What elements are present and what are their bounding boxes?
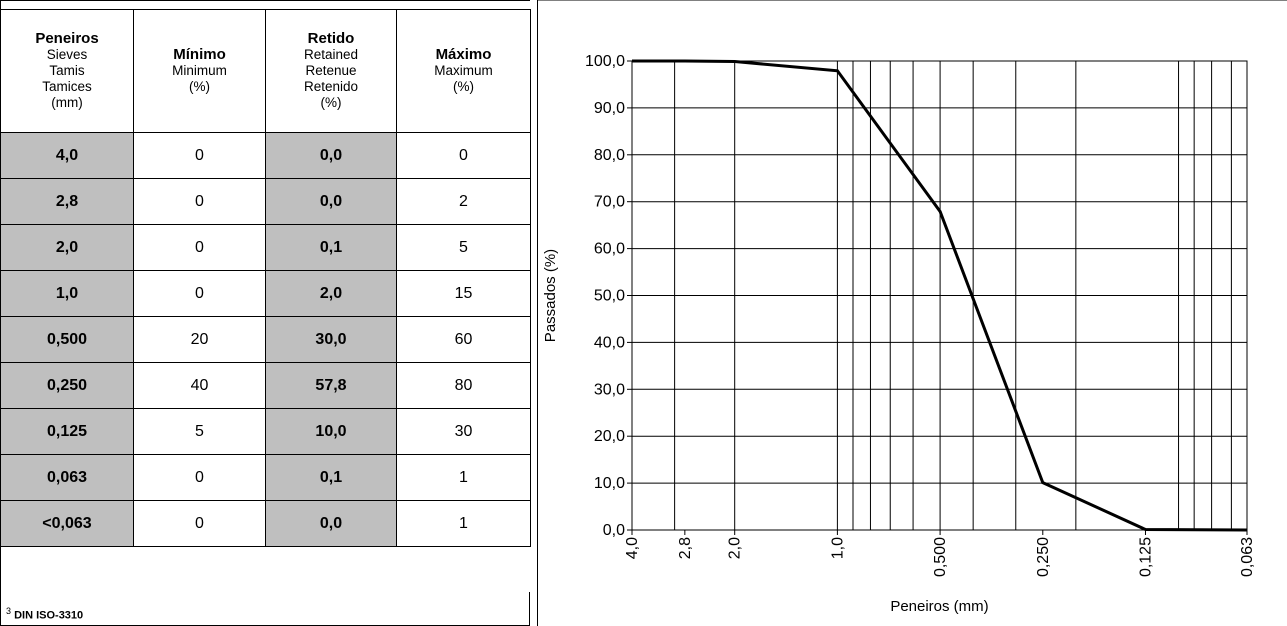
cell-sieve: 1,0 (0, 270, 134, 317)
cell-min: 20 (133, 316, 266, 363)
table-row: 0,250 40 57,8 80 (0, 362, 531, 409)
y-tick-label: 70,0 (594, 194, 625, 211)
cell-sieve: 0,125 (0, 408, 134, 455)
plot-area (631, 60, 1248, 531)
cell-retained: 0,0 (265, 132, 397, 179)
header-sieves: Peneiros Sieves Tamis Tamices (mm) (0, 9, 134, 133)
table-header-row: Peneiros Sieves Tamis Tamices (mm) Mínim… (0, 9, 531, 133)
cell-min: 0 (133, 454, 266, 501)
table-row: 1,0 0 2,0 15 (0, 270, 531, 317)
cell-retained: 0,1 (265, 224, 397, 271)
x-tick-label: 2,8 (677, 537, 694, 559)
grading-chart: 0,0 10,0 20,0 30,0 40,0 50,0 60,0 70,0 80,0 90,0 1… (537, 0, 1287, 626)
cell-max: 1 (396, 454, 531, 501)
y-tick-label: 80,0 (594, 147, 625, 164)
y-tick-label: 100,0 (585, 53, 625, 70)
series-line (632, 59, 1248, 532)
cell-sieve: 4,0 (0, 132, 134, 179)
table-row: 0,125 5 10,0 30 (0, 408, 531, 455)
cell-retained: 30,0 (265, 316, 397, 363)
cell-min: 40 (133, 362, 266, 409)
y-axis-title: Passados (%) (542, 249, 559, 342)
top-border (0, 0, 530, 1)
header-retained: Retido Retained Retenue Retenido (%) (265, 9, 397, 133)
cell-retained: 0,0 (265, 178, 397, 225)
table-row: 0,500 20 30,0 60 (0, 316, 531, 363)
y-tick-label: 50,0 (594, 288, 625, 305)
y-tick-label: 20,0 (594, 428, 625, 445)
cell-max: 80 (396, 362, 531, 409)
x-axis-title: Peneiros (mm) (890, 598, 988, 615)
cell-min: 0 (133, 500, 266, 547)
x-tick-label: 0,500 (932, 537, 949, 577)
cell-retained: 10,0 (265, 408, 397, 455)
cell-min: 0 (133, 132, 266, 179)
x-tick-label: 4,0 (624, 537, 641, 559)
x-tick-label: 0,063 (1239, 537, 1256, 577)
cell-sieve: 2,0 (0, 224, 134, 271)
y-tick-label: 30,0 (594, 381, 625, 398)
sieve-table-panel: Peneiros Sieves Tamis Tamices (mm) Mínim… (0, 0, 531, 626)
cell-max: 2 (396, 178, 531, 225)
cell-min: 0 (133, 178, 266, 225)
cell-retained: 2,0 (265, 270, 397, 317)
y-tick-label: 0,0 (603, 522, 625, 539)
cell-sieve: 0,063 (0, 454, 134, 501)
cell-retained: 0,0 (265, 500, 397, 547)
cell-sieve: 2,8 (0, 178, 134, 225)
sieve-table: Peneiros Sieves Tamis Tamices (mm) Mínim… (0, 9, 531, 547)
footnote-text: DIN ISO-3310 (14, 609, 84, 622)
chart-svg: 0,0 10,0 20,0 30,0 40,0 50,0 60,0 70,0 80,0 90,0 1… (537, 0, 1287, 626)
cell-max: 1 (396, 500, 531, 547)
footnote-marker: 3 (6, 606, 12, 616)
cell-min: 0 (133, 270, 266, 317)
y-tick-label: 10,0 (594, 475, 625, 492)
table-row: <0,063 0 0,0 1 (0, 500, 531, 547)
header-maximum: Máximo Maximum (%) (396, 9, 531, 133)
x-tick-label: 1,0 (829, 537, 846, 559)
table-row: 2,0 0 0,1 5 (0, 224, 531, 271)
x-tick-label: 0,125 (1137, 537, 1154, 577)
x-tick-label: 0,250 (1035, 537, 1052, 577)
footnote: 3 DIN ISO-3310 (0, 592, 530, 626)
x-tick-label: 2,0 (727, 537, 744, 559)
cell-retained: 0,1 (265, 454, 397, 501)
cell-max: 15 (396, 270, 531, 317)
cell-max: 0 (396, 132, 531, 179)
cell-sieve: 0,500 (0, 316, 134, 363)
table-row: 0,063 0 0,1 1 (0, 454, 531, 501)
y-tick-label: 60,0 (594, 241, 625, 258)
header-minimum: Mínimo Minimum (%) (133, 9, 266, 133)
y-tick-label: 90,0 (594, 100, 625, 117)
cell-min: 5 (133, 408, 266, 455)
cell-max: 60 (396, 316, 531, 363)
y-tick-label: 40,0 (594, 334, 625, 351)
cell-retained: 57,8 (265, 362, 397, 409)
table-body: 4,0 0 0,0 0 2,8 0 0,0 2 2,0 0 0,1 5 1,0 0 2,0 15 0,500 20… (0, 132, 531, 547)
cell-max: 5 (396, 224, 531, 271)
cell-max: 30 (396, 408, 531, 455)
cell-sieve: 0,250 (0, 362, 134, 409)
table-row: 4,0 0 0,0 0 (0, 132, 531, 179)
cell-min: 0 (133, 224, 266, 271)
table-row: 2,8 0 0,0 2 (0, 178, 531, 225)
cell-sieve: <0,063 (0, 500, 134, 547)
